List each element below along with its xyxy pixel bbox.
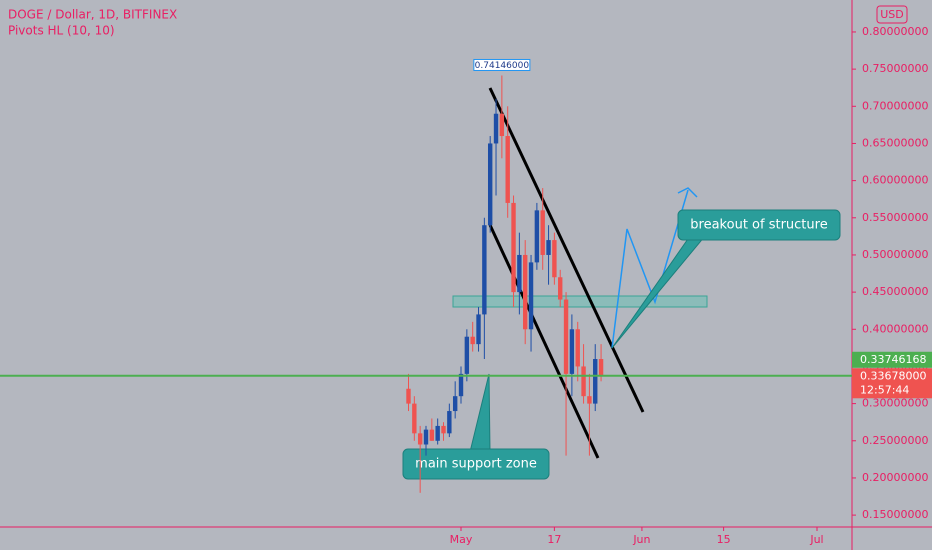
candle-body [487,143,493,226]
projection-arrow [677,187,698,198]
candle-body [476,314,481,345]
candle-body [412,403,417,434]
candle-body [534,210,540,263]
candle-body [528,262,534,330]
y-tick-label: 0.60000000 [862,174,928,187]
candle-body [558,277,563,300]
y-tick-label: 0.70000000 [862,99,928,112]
currency[interactable]: USD [880,8,904,21]
candle-body [423,429,429,445]
currency-box[interactable] [876,5,908,24]
x-tick-label: 17 [547,533,561,546]
candle-body [493,113,499,144]
projection-path [611,189,689,349]
x-tick-label: 15 [717,533,731,546]
callout-box [677,209,841,241]
indicator-title: Pivots HL (10, 10) [8,24,115,38]
candle-body [458,373,464,397]
last-price-tag [852,368,932,399]
candle-body [593,359,598,404]
candle-body [470,336,475,345]
candle-body [587,396,592,404]
resistance-zone [452,295,708,308]
candle-body [464,336,470,374]
candle-body [417,433,423,445]
x-tick-label: Jul [809,533,823,546]
y-tick-label: 0.45000000 [862,285,928,298]
last-price-label: 0.33678000 [860,369,926,382]
price-tag-label: 0.33746168 [860,353,926,366]
callout-pointer [611,235,707,349]
candle-body [447,411,452,434]
pivot-label: 0.74146000 [475,61,530,71]
x-tick-label: Jun [632,533,650,546]
y-tick-label: 0.75000000 [862,62,928,75]
candle-body [546,240,551,255]
candle-body [598,359,604,377]
y-tick-label: 0.30000000 [862,397,928,410]
candle-body [563,299,569,374]
callout-pointer [469,373,491,453]
pivot-box [473,58,531,71]
countdown: 12:57:44 [860,383,909,396]
candle-body [511,202,516,293]
channel-lower [488,224,600,459]
symbol-title: DOGE / Dollar, 1D, BITFINEX [8,8,177,22]
candle-body [540,210,545,255]
candle-body [482,225,487,315]
candle-body [505,136,510,203]
y-tick-label: 0.15000000 [862,508,928,521]
y-tick-label: 0.65000000 [862,136,928,149]
y-tick-label: 0.40000000 [862,322,928,335]
channel-upper [488,87,645,413]
candle-body [575,329,580,367]
y-tick-label: 0.55000000 [862,211,928,224]
y-tick-label: 0.20000000 [862,471,928,484]
y-tick-label: 0.80000000 [862,25,928,38]
y-tick-label: 0.25000000 [862,434,928,447]
candle-body [429,429,435,441]
candle-body [452,396,458,412]
candle-body [441,425,446,434]
candle-body [499,113,505,137]
candle-body [435,425,440,441]
candle-body [569,329,575,374]
candle-body [552,240,557,278]
candle-body [517,254,522,293]
y-tick-label: 0.50000000 [862,248,928,261]
annotation: main support zone [415,457,537,472]
annotation: breakout of structure [690,218,827,233]
candle-body [406,388,411,404]
x-tick-label: May [450,533,473,546]
candle-body [523,254,528,330]
candle-body [581,366,586,397]
callout-box [402,448,550,480]
price-tag [852,351,932,368]
